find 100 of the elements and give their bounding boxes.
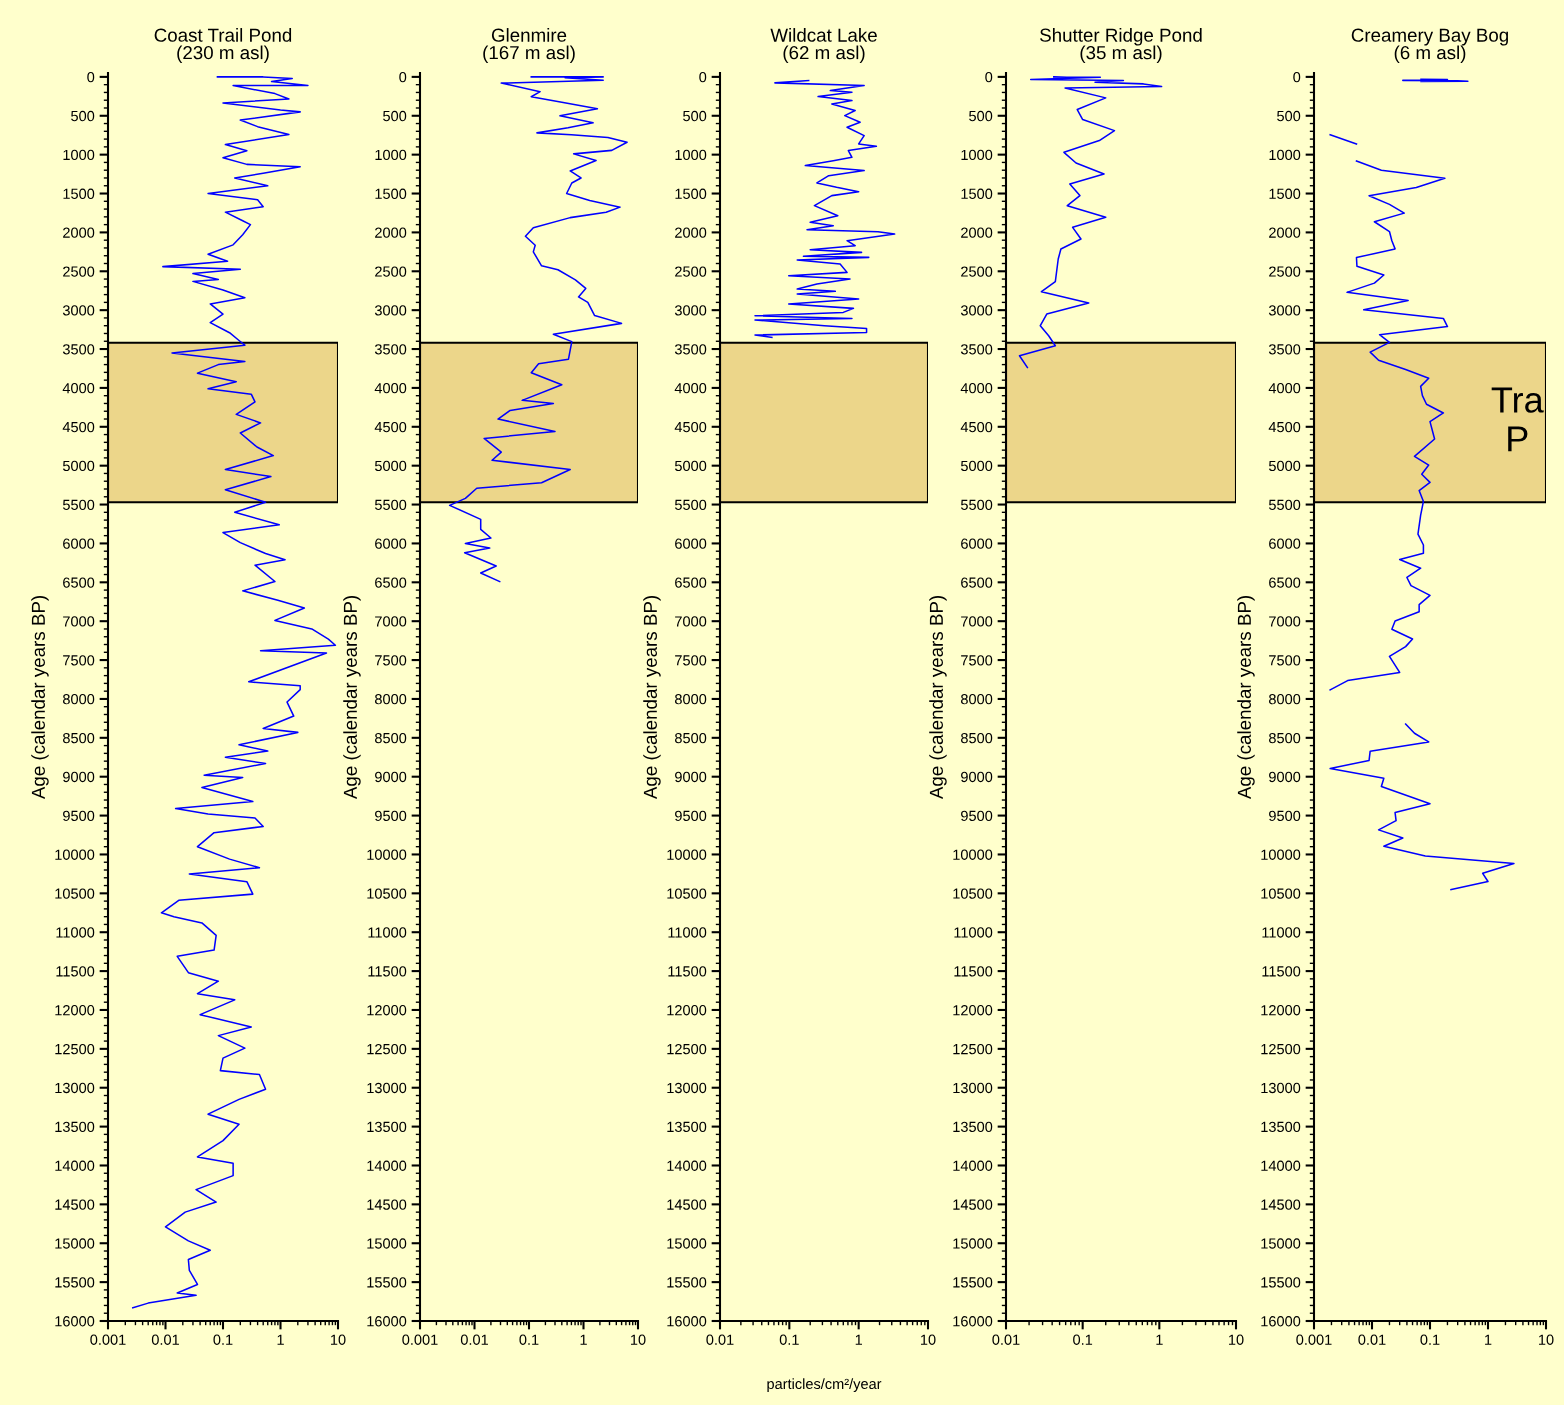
x-tick-label: 10 bbox=[1539, 1334, 1554, 1345]
y-tick-label: 13000 bbox=[1261, 1082, 1301, 1094]
y-tick-label: 500 bbox=[71, 110, 95, 122]
y-tick-label: 14500 bbox=[1261, 1199, 1301, 1210]
y-tick-label: 11500 bbox=[668, 966, 707, 977]
y-tick-label: 12500 bbox=[667, 1043, 707, 1055]
y-tick-label: 12000 bbox=[55, 1005, 95, 1016]
y-tick-label: 4000 bbox=[1268, 383, 1301, 394]
x-tick-label: 10 bbox=[331, 1334, 346, 1345]
y-tick-label: 1000 bbox=[1269, 149, 1301, 161]
y-tick-label: 15500 bbox=[367, 1277, 407, 1288]
y-axis-title: Age (calendar years BP) bbox=[31, 596, 49, 800]
y-tick-label: 13000 bbox=[953, 1082, 993, 1094]
y-tick-label: 11500 bbox=[954, 966, 993, 977]
y-tick-label: 500 bbox=[383, 110, 407, 122]
y-tick-label: 14500 bbox=[55, 1199, 95, 1210]
y-tick-label: 9500 bbox=[1269, 810, 1301, 822]
y-tick-label: 1500 bbox=[961, 188, 993, 199]
y-tick-label: 15500 bbox=[55, 1277, 95, 1288]
y-tick-label: 8500 bbox=[1269, 732, 1301, 744]
y-tick-label: 1500 bbox=[1269, 188, 1301, 199]
y-tick-label: 14500 bbox=[667, 1199, 707, 1210]
y-tick-label: 500 bbox=[1277, 110, 1301, 122]
y-tick-label: 16000 bbox=[1261, 1316, 1301, 1327]
y-tick-label: 9000 bbox=[375, 771, 407, 783]
y-tick-label: 6000 bbox=[63, 538, 95, 549]
y-tick-label: 500 bbox=[683, 110, 707, 122]
y-tick-label: 4500 bbox=[674, 421, 707, 433]
y-tick-label: 2500 bbox=[675, 266, 707, 277]
y-tick-label: 13500 bbox=[367, 1121, 407, 1133]
y-tick-label: 10000 bbox=[953, 849, 993, 860]
y-tick-label: 3500 bbox=[62, 344, 95, 355]
y-tick-label: 500 bbox=[969, 110, 993, 122]
y-tick-label: 10500 bbox=[55, 888, 95, 899]
y-tick-label: 14000 bbox=[367, 1160, 407, 1171]
y-tick-label: 4500 bbox=[374, 421, 407, 433]
x-tick-label: 1 bbox=[1156, 1334, 1163, 1345]
y-tick-label: 11000 bbox=[668, 927, 707, 938]
y-tick-label: 5500 bbox=[1268, 499, 1301, 510]
y-tick-label: 12000 bbox=[367, 1005, 407, 1016]
y-tick-label: 9000 bbox=[63, 771, 95, 783]
y-tick-label: 14000 bbox=[667, 1160, 707, 1171]
y-tick-label: 7000 bbox=[675, 616, 707, 627]
y-tick-label: 8500 bbox=[375, 732, 407, 744]
x-tick-label: 0.001 bbox=[90, 1334, 126, 1345]
x-tick-label: 0.1 bbox=[519, 1334, 539, 1345]
y-tick-label: 6000 bbox=[1269, 538, 1301, 549]
y-tick-label: 16000 bbox=[367, 1316, 407, 1327]
y-tick-label: 8000 bbox=[675, 694, 707, 705]
y-tick-label: 13000 bbox=[55, 1082, 95, 1094]
y-tick-label: 2500 bbox=[375, 266, 407, 277]
y-tick-label: 1500 bbox=[675, 188, 707, 199]
y-tick-label: 11000 bbox=[368, 927, 407, 938]
y-tick-label: 0 bbox=[399, 71, 407, 83]
y-tick-label: 8000 bbox=[375, 694, 407, 705]
y-tick-label: 6000 bbox=[961, 538, 993, 549]
y-tick-label: 3000 bbox=[62, 305, 95, 316]
y-tick-label: 4500 bbox=[62, 421, 95, 433]
y-tick-label: 15000 bbox=[367, 1238, 407, 1249]
y-tick-label: 3000 bbox=[674, 305, 707, 316]
y-tick-label: 10500 bbox=[1261, 888, 1301, 899]
y-tick-label: 9500 bbox=[961, 810, 993, 822]
y-tick-label: 16000 bbox=[953, 1316, 993, 1327]
y-tick-label: 10500 bbox=[953, 888, 993, 899]
x-tick-label: 0.1 bbox=[779, 1334, 799, 1345]
y-tick-label: 8500 bbox=[675, 732, 707, 744]
x-tick-label: 1 bbox=[580, 1334, 587, 1345]
y-tick-label: 1000 bbox=[675, 149, 707, 161]
y-tick-label: 11500 bbox=[56, 966, 95, 977]
y-axis-title: Age (calendar years BP) bbox=[1237, 596, 1255, 800]
y-tick-label: 9000 bbox=[1269, 771, 1301, 783]
y-tick-label: 8000 bbox=[63, 694, 95, 705]
y-tick-label: 7500 bbox=[675, 655, 707, 666]
chart-title: Wildcat Lake (62 m asl) bbox=[770, 28, 877, 63]
y-tick-label: 15000 bbox=[667, 1238, 707, 1249]
x-tick-label: 10 bbox=[921, 1334, 936, 1345]
y-tick-label: 10000 bbox=[367, 849, 407, 860]
chart-title: Creamery Bay Bog (6 m asl) bbox=[1351, 28, 1508, 63]
y-tick-label: 4500 bbox=[960, 421, 993, 433]
y-tick-label: 15000 bbox=[953, 1238, 993, 1249]
y-tick-label: 3500 bbox=[960, 344, 993, 355]
x-axis-title: particles/cm²/year bbox=[767, 1378, 882, 1392]
y-tick-label: 7000 bbox=[375, 616, 407, 627]
y-tick-label: 13500 bbox=[55, 1121, 95, 1133]
y-tick-label: 12500 bbox=[55, 1043, 95, 1055]
y-tick-label: 5500 bbox=[960, 499, 993, 510]
y-tick-label: 10500 bbox=[367, 888, 407, 899]
y-tick-label: 6000 bbox=[675, 538, 707, 549]
y-tick-label: 5000 bbox=[960, 460, 993, 472]
y-tick-label: 10000 bbox=[1261, 849, 1301, 860]
y-tick-label: 9500 bbox=[675, 810, 707, 822]
x-tick-label: 1 bbox=[855, 1334, 863, 1345]
y-tick-label: 16000 bbox=[667, 1316, 707, 1327]
y-tick-label: 14000 bbox=[953, 1160, 993, 1171]
y-tick-label: 0 bbox=[1293, 71, 1301, 83]
y-tick-label: 4000 bbox=[62, 383, 95, 394]
y-tick-label: 2500 bbox=[63, 266, 95, 277]
band-label: Tra P bbox=[1491, 387, 1544, 452]
y-tick-label: 13000 bbox=[667, 1082, 707, 1094]
y-tick-label: 8500 bbox=[63, 732, 95, 744]
